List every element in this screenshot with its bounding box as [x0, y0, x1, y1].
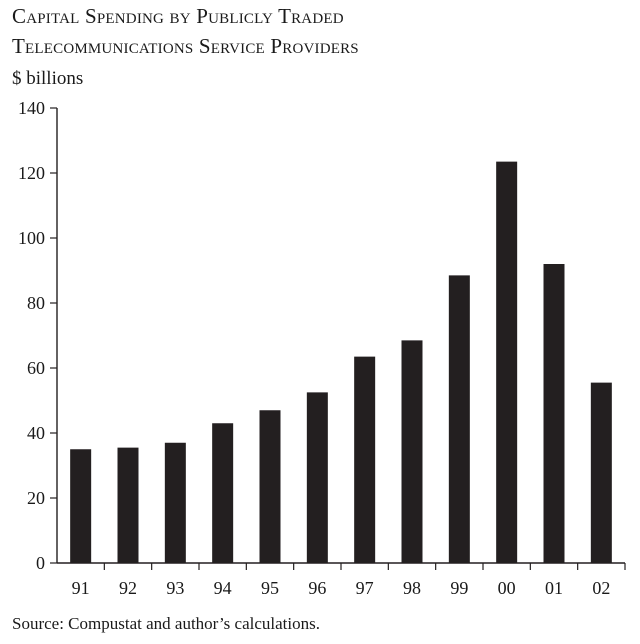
x-tick-label: 91	[72, 578, 90, 598]
y-tick-label: 140	[18, 98, 45, 118]
x-tick-label: 93	[166, 578, 184, 598]
x-tick-label: 95	[261, 578, 279, 598]
bar	[448, 275, 470, 563]
y-tick-label: 20	[27, 488, 45, 508]
bar	[259, 410, 281, 563]
x-tick-label: 94	[214, 578, 232, 598]
bar	[401, 340, 423, 563]
x-tick-label: 02	[592, 578, 610, 598]
x-tick-label: 01	[545, 578, 563, 598]
bar	[543, 264, 565, 563]
bar	[70, 449, 92, 563]
source-note: Source: Compustat and author’s calculati…	[12, 614, 320, 633]
bar	[306, 392, 328, 563]
chart-title-line-2: Telecommunications Service Providers	[12, 34, 359, 58]
x-tick-label: 99	[450, 578, 468, 598]
y-tick-label: 60	[27, 358, 45, 378]
bar	[117, 447, 139, 563]
y-axis-unit-label: $ billions	[12, 68, 84, 89]
x-tick-label: 92	[119, 578, 137, 598]
bar	[164, 442, 186, 563]
x-tick-label: 00	[498, 578, 516, 598]
y-tick-label: 80	[27, 293, 45, 313]
bar	[354, 356, 376, 563]
y-tick-label: 0	[36, 553, 45, 573]
y-tick-label: 40	[27, 423, 45, 443]
x-tick-label: 96	[308, 578, 326, 598]
bar	[590, 382, 612, 563]
bar	[496, 161, 518, 563]
y-tick-label: 100	[18, 228, 45, 248]
bar	[212, 423, 234, 563]
x-tick-label: 97	[356, 578, 374, 598]
chart-title-line-1: Capital Spending by Publicly Traded	[12, 4, 344, 28]
x-tick-label: 98	[403, 578, 421, 598]
y-tick-label: 120	[18, 163, 45, 183]
